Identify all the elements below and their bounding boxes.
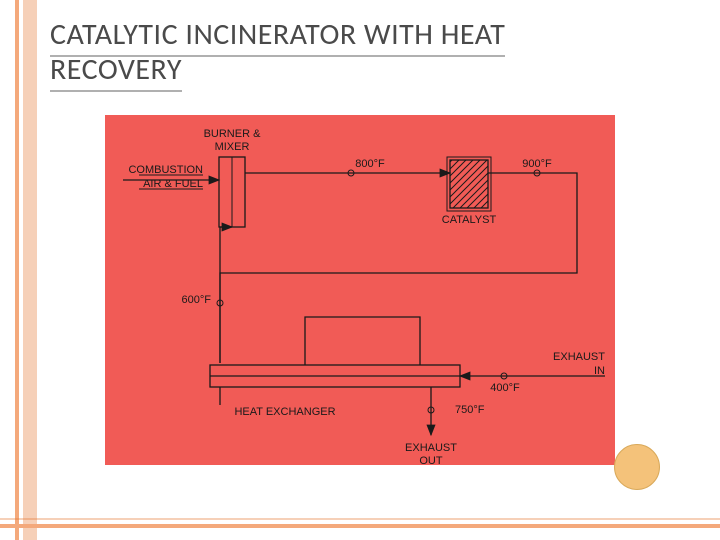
accent-bar-bottom-1 <box>0 524 720 528</box>
accent-bar-left-2 <box>23 0 37 540</box>
label-t800: 800°F <box>355 158 385 170</box>
label-exh_in2: IN <box>594 365 605 377</box>
label-burner_l2: MIXER <box>215 141 250 153</box>
label-comb2: AIR & FUEL <box>143 178 203 190</box>
label-cat_l: CATALYST <box>442 214 497 226</box>
edge-e_hex_up <box>220 227 232 363</box>
label-t400: 400°F <box>490 382 520 394</box>
slide-frame: CATALYTIC INCINERATOR WITH HEAT RECOVERY… <box>0 0 720 540</box>
edge-e_cat_down <box>220 173 577 363</box>
label-t900: 900°F <box>522 158 552 170</box>
label-t750: 750°F <box>455 404 485 416</box>
label-exh_o2: OUT <box>419 455 443 465</box>
diagram-svg: COMBUSTION AIR & FUEL BURNER &MIXER 800°F 90… <box>105 115 615 465</box>
decoration-circle <box>614 444 660 490</box>
page-title: CATALYTIC INCINERATOR WITH HEAT RECOVERY <box>50 18 690 87</box>
label-hex_l: HEAT EXCHANGER <box>234 406 335 418</box>
title-line-2: RECOVERY <box>50 51 182 92</box>
edge-e_hex_loop <box>305 317 420 365</box>
label-exh_o1: EXHAUST <box>405 442 457 454</box>
node-catalyst <box>450 160 488 208</box>
process-diagram: COMBUSTION AIR & FUEL BURNER &MIXER 800°F 90… <box>105 115 615 465</box>
label-t600: 600°F <box>182 294 212 306</box>
label-comb1: COMBUSTION <box>128 164 203 176</box>
accent-bar-bottom-2 <box>0 518 720 520</box>
accent-bar-left-1 <box>15 0 19 540</box>
label-burner_l1: BURNER & <box>204 128 262 140</box>
label-exh_in1: EXHAUST <box>553 351 605 363</box>
